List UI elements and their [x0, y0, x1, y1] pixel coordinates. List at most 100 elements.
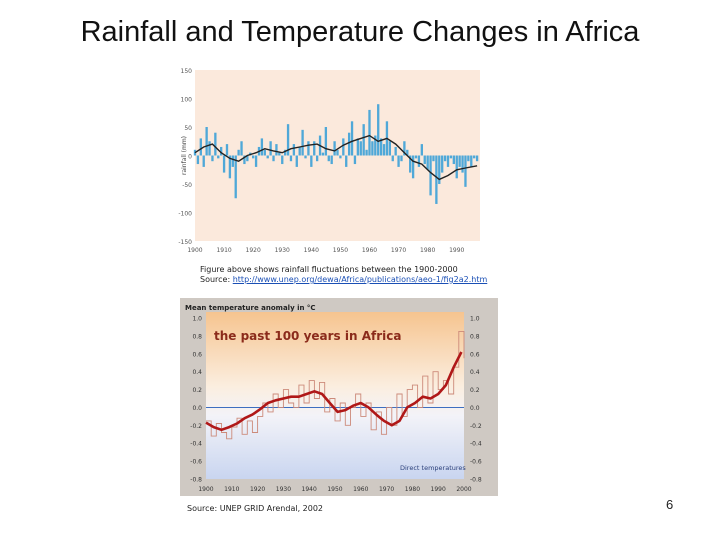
y-tick-label-right: -0.2 — [470, 423, 482, 430]
rainfall-bar — [208, 141, 211, 156]
rainfall-bar — [353, 155, 357, 165]
x-tick-label: 1960 — [353, 486, 368, 493]
rainfall-bar — [368, 109, 371, 156]
y-tick-label: -0.8 — [190, 477, 202, 484]
rainfall-bar — [307, 141, 310, 156]
rainfall-bar — [292, 144, 296, 156]
rainfall-bar — [374, 135, 377, 156]
rainfall-bar — [446, 155, 450, 167]
rainfall-bar — [237, 149, 240, 156]
rainfall-bar — [275, 144, 278, 156]
rainfall-bar — [266, 155, 269, 159]
rainfall-bar — [394, 146, 397, 156]
rainfall-bar — [397, 155, 400, 167]
rainfall-bar — [345, 155, 348, 167]
smoothed-temperature-line — [205, 351, 463, 432]
rainfall-bar — [313, 141, 316, 156]
rainfall-bar — [400, 155, 403, 162]
x-tick-label: 1970 — [379, 486, 394, 493]
rainfall-bar — [371, 141, 374, 156]
rainfall-bar — [217, 155, 220, 159]
rainfall-bar — [304, 155, 307, 159]
rainfall-bar — [220, 146, 223, 156]
rainfall-bar — [377, 104, 380, 156]
rainfall-bar — [347, 132, 351, 156]
rainfall-bar — [202, 155, 205, 167]
x-tick-label: 1920 — [246, 247, 261, 253]
y-tick-label-right: 1.0 — [470, 316, 480, 323]
x-tick-label: 1910 — [224, 486, 239, 493]
rainfall-bar — [467, 155, 470, 162]
y-tick-label: -50 — [182, 182, 192, 189]
rainfall-bar — [211, 155, 214, 162]
rainfall-bar — [409, 155, 412, 173]
caption-source: Source: http://www.unep.org/dewa/Africa/… — [200, 275, 487, 285]
rainfall-bar — [281, 155, 284, 165]
rainfall-bar — [449, 155, 453, 159]
rainfall-bar — [339, 155, 342, 159]
rainfall-bar — [228, 155, 232, 179]
rainfall-bar — [452, 155, 455, 165]
rainfall-bar — [240, 141, 243, 156]
rainfall-bar — [333, 141, 336, 156]
x-tick-label: 1950 — [333, 247, 348, 253]
rainfall-bar — [350, 121, 354, 156]
rainfall-bar — [475, 155, 479, 162]
rainfall-bar — [435, 155, 438, 204]
page-number: 6 — [666, 497, 674, 512]
x-tick-label: 1950 — [327, 486, 342, 493]
rainfall-bar — [263, 149, 266, 156]
rainfall-bar — [205, 127, 208, 156]
rainfall-bar — [196, 155, 200, 165]
rainfall-bar — [461, 155, 464, 173]
rainfall-bar — [382, 144, 386, 156]
rainfall-bar — [379, 138, 383, 156]
rainfall-bar — [234, 155, 237, 199]
chart-subtitle: Mean temperature anomaly in °C — [185, 304, 316, 312]
rainfall-bar — [254, 155, 258, 167]
y-tick-label-right: -0.8 — [470, 477, 482, 484]
x-tick-label: 1940 — [304, 247, 319, 253]
y-tick-label: -0.4 — [190, 441, 202, 448]
rainfall-bar — [310, 155, 313, 167]
rainfall-bar — [365, 149, 368, 156]
y-tick-label-right: 0.0 — [470, 405, 480, 412]
temperature-chart: Mean temperature anomaly in °C the past 1… — [180, 298, 498, 496]
chart-annotation: Direct temperatures — [400, 464, 466, 472]
rainfall-bar — [278, 152, 281, 156]
rainfall-bar — [406, 149, 409, 156]
x-tick-label: 1940 — [302, 486, 317, 493]
plot-background — [206, 312, 464, 479]
rainfall-bar — [199, 138, 202, 156]
rainfall-bar — [455, 155, 458, 179]
rainfall-bar — [464, 155, 467, 187]
rainfall-bar — [411, 155, 415, 179]
rainfall-bar — [222, 155, 226, 173]
rainfall-bar — [298, 146, 301, 156]
caption-line: Figure above shows rainfall fluctuations… — [200, 265, 458, 274]
x-tick-label: 1990 — [449, 247, 464, 253]
rainfall-bar — [272, 155, 275, 162]
rainfall-bar — [269, 141, 272, 156]
rainfall-bar — [214, 132, 217, 156]
rainfall-bar — [432, 155, 435, 162]
rainfall-bar — [388, 141, 392, 156]
x-tick-label: 1970 — [391, 247, 406, 253]
x-tick-label: 1960 — [362, 247, 377, 253]
rainfall-bar — [391, 155, 394, 162]
rainfall-bar — [362, 124, 365, 156]
y-tick-label: 0.2 — [192, 387, 202, 394]
rainfall-bar — [429, 155, 432, 196]
rainfall-bar — [231, 155, 234, 167]
rainfall-bar — [417, 155, 421, 167]
rainfall-bar — [252, 155, 255, 159]
rainfall-bar — [286, 124, 290, 156]
source-link[interactable]: http://www.unep.org/dewa/Africa/publicat… — [232, 275, 488, 284]
rainfall-bar — [225, 144, 229, 156]
x-tick-label: 1980 — [420, 247, 435, 253]
rainfall-bar — [420, 144, 423, 156]
rainfall-bar — [315, 155, 319, 162]
y-tick-label: 0.4 — [192, 369, 202, 376]
rainfall-bar — [301, 129, 304, 156]
